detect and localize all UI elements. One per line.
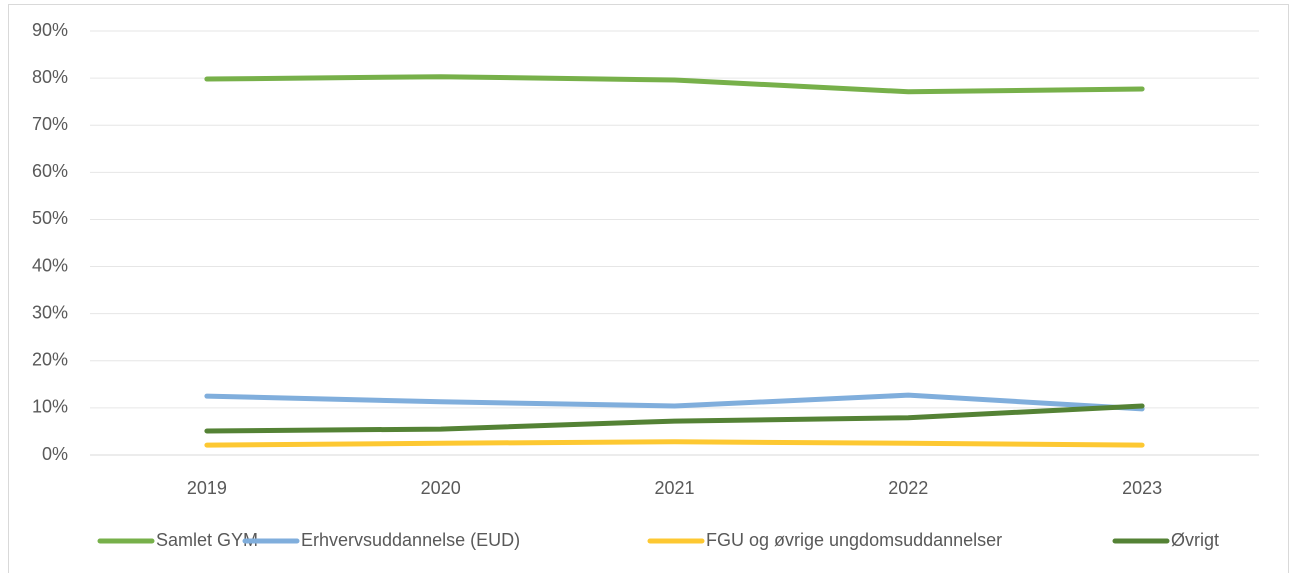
series-line [204, 74, 1145, 95]
legend-label: Øvrigt [1171, 530, 1219, 550]
y-tick-label: 10% [32, 397, 68, 417]
series-line [204, 392, 1145, 412]
x-tick-label: 2021 [654, 478, 694, 498]
y-tick-label: 30% [32, 302, 68, 322]
y-tick-label: 80% [32, 67, 68, 87]
y-tick-label: 40% [32, 255, 68, 275]
legend-label: Samlet GYM [156, 530, 258, 550]
x-tick-label: 2023 [1122, 478, 1162, 498]
legend-label: Erhvervsuddannelse (EUD) [301, 530, 520, 550]
x-tick-label: 2019 [187, 478, 227, 498]
x-tick-label: 2022 [888, 478, 928, 498]
y-tick-label: 90% [32, 20, 68, 40]
x-tick-label: 2020 [421, 478, 461, 498]
legend-label: FGU og øvrige ungdomsuddannelser [706, 530, 1002, 550]
y-tick-label: 70% [32, 114, 68, 134]
y-tick-label: 50% [32, 208, 68, 228]
y-tick-label: 60% [32, 161, 68, 181]
y-tick-label: 20% [32, 350, 68, 370]
series-line [204, 439, 1145, 448]
y-tick-label: 0% [42, 444, 68, 464]
chart-border [8, 4, 1289, 573]
series-line [204, 403, 1145, 434]
